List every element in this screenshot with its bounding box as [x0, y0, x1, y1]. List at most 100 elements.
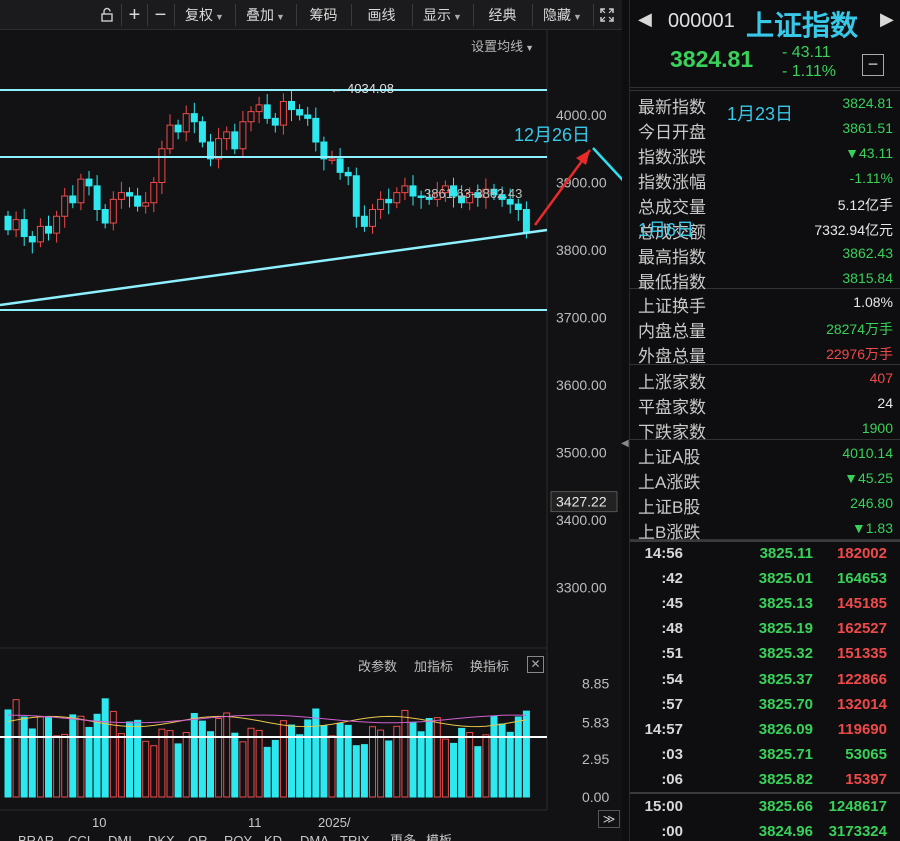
high-marker-arrow: ←: [330, 81, 343, 96]
volume-bar: [296, 734, 304, 798]
candle-body: [385, 198, 393, 204]
hide-menu[interactable]: 隐藏 ▼: [532, 4, 592, 26]
collapse-icon[interactable]: −: [862, 54, 884, 76]
volume-bar: [20, 716, 28, 798]
candle-body: [417, 195, 425, 198]
candle-body: [433, 192, 441, 200]
chips-button[interactable]: 筹码: [296, 4, 350, 26]
candle-body: [360, 215, 368, 227]
quote-value: 22976万手: [826, 346, 893, 362]
volume-bar: [28, 728, 36, 798]
volume-bar: [344, 724, 352, 798]
indicator-tab[interactable]: 模板: [426, 833, 452, 841]
candle-body: [69, 195, 77, 204]
switch-indicator-button[interactable]: 换指标: [470, 659, 510, 674]
tick-row: 14:56 3825.11 182002: [630, 541, 900, 566]
quote-row: 最新指数 3824.81: [630, 91, 900, 117]
candle-body: [304, 114, 312, 119]
tick-row: :54 3825.37 122866: [630, 667, 900, 692]
tick-row: :45 3825.13 145185: [630, 591, 900, 616]
volume-bar: [328, 735, 336, 798]
candle-body: [174, 124, 182, 133]
indicator-tab[interactable]: DKX: [148, 833, 175, 841]
expand-right-icon[interactable]: ≫: [598, 810, 620, 828]
ma-setting-button[interactable]: 设置均线 ▼: [471, 39, 534, 54]
candle-body: [45, 225, 52, 234]
volume-bar: [506, 731, 514, 798]
volume-bar: [522, 710, 530, 798]
quote-row: 上A涨跌 ▼45.25: [630, 466, 900, 492]
chart-toolbar: + − 复权 ▼ 叠加 ▼ 筹码 画线 显示 ▼ 经典 隐藏 ▼: [0, 0, 622, 30]
price-tick-label: 3500.00: [556, 445, 607, 461]
volume-bar: [482, 734, 490, 798]
fullscreen-icon[interactable]: [593, 4, 619, 26]
kline-chart-area[interactable]: + − 复权 ▼ 叠加 ▼ 筹码 画线 显示 ▼ 经典 隐藏 ▼ 设置均线 ▼ 4000.…: [0, 0, 622, 841]
indicator-tab[interactable]: KD: [264, 833, 282, 841]
volume-tick-label: 8.85: [582, 676, 609, 692]
add-indicator-button[interactable]: 加指标: [414, 659, 454, 674]
divider: [630, 539, 900, 540]
tick-row: :57 3825.70 132014: [630, 692, 900, 717]
candle-body: [134, 195, 142, 207]
tick-row: :42 3825.01 164653: [630, 566, 900, 591]
volume-bar: [450, 742, 457, 798]
candle-body: [61, 195, 69, 217]
change-params-button[interactable]: 改参数: [358, 659, 398, 674]
next-stock-icon[interactable]: ▶: [880, 9, 894, 29]
indicator-tab[interactable]: CCI: [68, 833, 90, 841]
candle-body: [344, 171, 352, 177]
high-marker-label: 4034.08: [347, 81, 394, 96]
indicator-tab[interactable]: BRAR: [18, 833, 54, 841]
volume-bar: [126, 721, 133, 798]
annotation-jan6: 1月6日: [638, 220, 695, 240]
tick-price: 3825.01: [758, 570, 813, 588]
quote-label: 平盘家数: [638, 398, 706, 417]
draw-line-button[interactable]: 画线: [351, 4, 411, 26]
indicator-tab[interactable]: DMI: [108, 833, 132, 841]
candle-body: [393, 192, 401, 204]
volume-bar: [93, 713, 101, 798]
divider: [630, 364, 900, 365]
candle-body: [352, 175, 360, 217]
zoom-in-icon[interactable]: +: [121, 4, 147, 26]
lock-icon[interactable]: [94, 4, 120, 26]
tick-row: :00 3824.96 3173324: [630, 819, 900, 841]
close-icon[interactable]: ✕: [527, 656, 544, 673]
candle-body: [450, 185, 457, 197]
tick-row: :03 3825.71 53065: [630, 742, 900, 767]
tick-volume: 145185: [836, 595, 887, 613]
volume-bar: [231, 732, 239, 798]
quote-sidebar: ◀ 000001 上证指数 ▶ 3824.81 - 43.11 - 1.11% …: [629, 0, 900, 841]
tick-price: 3825.13: [758, 595, 813, 613]
indicator-tab[interactable]: TRIX: [340, 833, 370, 841]
volume-tick-label: 2.95: [582, 751, 609, 767]
indicator-tab[interactable]: ROY: [224, 833, 253, 841]
indicator-tab[interactable]: 更多: [390, 833, 416, 841]
quote-label: 总成交额: [638, 223, 706, 242]
indicator-tab[interactable]: OR: [188, 833, 208, 841]
prev-stock-icon[interactable]: ◀: [638, 9, 652, 29]
candle-body: [85, 178, 93, 187]
candle-body: [12, 219, 20, 231]
fuquan-menu[interactable]: 复权 ▼: [174, 4, 234, 26]
indicator-tab[interactable]: DMA: [300, 833, 329, 841]
overlay-menu[interactable]: 叠加 ▼: [235, 4, 295, 26]
candle-body: [223, 131, 231, 140]
tick-row: :51 3825.32 151335: [630, 641, 900, 666]
candle-body: [328, 158, 336, 161]
classic-button[interactable]: 经典: [473, 4, 531, 26]
zoom-out-icon[interactable]: −: [147, 4, 173, 26]
quote-value: 24: [877, 395, 893, 411]
tick-volume: 53065: [845, 745, 887, 763]
display-menu[interactable]: 显示 ▼: [412, 4, 472, 26]
candle-body: [498, 194, 506, 200]
volume-bar: [85, 726, 93, 798]
candle-body: [126, 192, 133, 197]
volume-ma-line-1: [7, 715, 527, 728]
volume-bar: [150, 745, 158, 798]
volume-bar: [117, 733, 125, 798]
price-tick-label: 3300.00: [556, 580, 607, 596]
quote-row: 外盘总量 22976万手: [630, 340, 900, 366]
collapse-handle[interactable]: ◀: [621, 438, 629, 449]
quote-label: 总成交量: [638, 198, 706, 217]
